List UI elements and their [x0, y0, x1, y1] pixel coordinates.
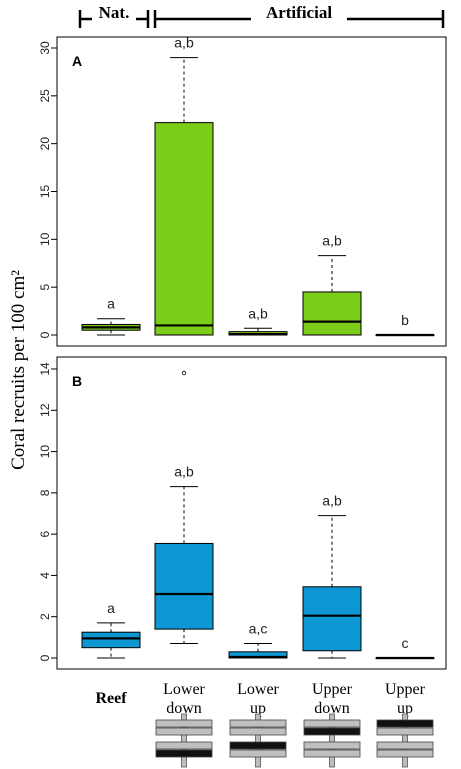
tile-icon-3 — [229, 713, 287, 768]
panel-a-y-tick-label: 30 — [38, 41, 52, 55]
group-header-labels-bg — [92, 4, 347, 24]
panel-a-significance: a a,b a,b a,b b — [107, 35, 409, 328]
panel-b-significance-label: a — [107, 600, 115, 616]
panel-b-label: B — [72, 373, 82, 389]
panel-a-box-4 — [302, 255, 362, 336]
panel-b-y-tick-label: 0 — [38, 654, 52, 661]
tile-post — [329, 713, 335, 768]
group-header-natural: Nat. — [99, 3, 130, 22]
tile-plate — [155, 719, 213, 728]
panel-b-y-tick-label: 10 — [38, 445, 52, 459]
tile-post — [181, 713, 187, 768]
panel-a-box-3 — [228, 327, 288, 336]
panel-a-significance-label: a,b — [248, 305, 268, 321]
tile-icons — [155, 713, 434, 768]
box-iqr — [154, 542, 214, 630]
panel-a-box-5 — [375, 333, 435, 337]
panel-b-y-tick-label: 6 — [38, 530, 52, 537]
panel-a-significance-label: a,b — [174, 35, 194, 51]
tile-plate — [376, 741, 434, 750]
box-iqr — [302, 291, 362, 336]
tile-plate — [303, 749, 361, 758]
tile-icon-4 — [303, 713, 361, 768]
tile-plate — [229, 727, 287, 736]
panel-a-label: A — [72, 53, 82, 69]
panel-a-boxes — [81, 57, 435, 337]
panel-a-y-tick-label: 0 — [38, 331, 52, 338]
panel-b-significance-label: a,c — [249, 621, 268, 637]
tile-plate — [376, 727, 434, 736]
tile-post — [402, 713, 408, 768]
panel-b-box-1 — [81, 622, 141, 659]
panel-a-y-tick-label: 5 — [38, 284, 52, 291]
panel-b-y-tick-label: 8 — [38, 489, 52, 496]
tile-plate — [376, 719, 434, 728]
category-label-line1: Upper — [385, 681, 426, 698]
panel-a-y-tick-label: 10 — [38, 232, 52, 246]
panel-a-significance-label: a — [107, 296, 115, 312]
tile-post — [255, 713, 261, 768]
panel-b-y-tick-label: 4 — [38, 572, 52, 579]
panel-b-y-tick-label: 12 — [38, 403, 52, 417]
tile-plate — [303, 719, 361, 728]
panel-a-significance-label: b — [401, 312, 409, 328]
tile-plate — [376, 749, 434, 758]
panel-a-y-axis: 0 5 10 15 20 25 30 — [38, 41, 57, 338]
panel-a-frame — [56, 36, 447, 347]
tile-plate — [229, 749, 287, 758]
category-label-line2: down — [314, 700, 350, 717]
panel-a-y-tick-label: 15 — [38, 185, 52, 199]
panel-b-significance-label: c — [402, 635, 409, 651]
box-iqr — [154, 122, 214, 336]
panel-a-y-tick-label: 20 — [38, 137, 52, 151]
x-axis-categories: Reef Lower down Lower up Upper down Upper up — [95, 681, 425, 717]
panel-b-y-axis: 0 2 4 6 8 10 12 14 — [38, 362, 57, 661]
category-label-line1: Lower — [237, 681, 279, 698]
panel-b-significance-label: a,b — [322, 493, 342, 509]
category-label-line1: Lower — [163, 681, 205, 698]
box-iqr — [302, 586, 362, 652]
category-label-line1: Upper — [312, 681, 353, 698]
tile-icon-5 — [376, 713, 434, 768]
panel-b-boxes — [81, 370, 435, 660]
panel-b-y-tick-label: 2 — [38, 613, 52, 620]
panel-b-frame — [56, 356, 447, 670]
tile-plate — [229, 741, 287, 750]
panel-b-box-2 — [154, 486, 214, 645]
panel-a-box-2 — [154, 57, 214, 336]
panel-a-box-1 — [81, 318, 141, 336]
panel-a: A 0 5 10 15 20 25 30 a a,b a,b a,b b — [38, 35, 447, 347]
tile-plate — [229, 719, 287, 728]
tile-plate — [155, 727, 213, 736]
tile-plate — [155, 741, 213, 750]
panel-b: B 0 2 4 6 8 10 12 14 a a,b a,c a,b c — [38, 356, 447, 670]
tile-icon-2 — [155, 713, 213, 768]
category-label-line2: up — [397, 700, 413, 717]
y-axis-label: Coral recruits per 100 cm² — [8, 270, 29, 470]
panel-a-significance-label: a,b — [322, 233, 342, 249]
category-label-line1: Reef — [95, 690, 127, 707]
panel-a-y-tick-label: 25 — [38, 89, 52, 103]
panel-b-significance-label: a,b — [174, 464, 194, 480]
box-iqr — [81, 631, 141, 649]
panel-b-y-tick-label: 14 — [38, 362, 52, 376]
panel-b-box-4 — [302, 515, 362, 659]
category-label-line2: up — [250, 700, 266, 717]
group-header-artificial: Artificial — [266, 3, 332, 22]
category-label-line2: down — [166, 700, 202, 717]
panel-b-outlier-point — [181, 370, 187, 376]
panel-b-box-3 — [228, 643, 288, 659]
tile-plate — [155, 749, 213, 758]
tile-plate — [303, 727, 361, 736]
panel-b-box-5 — [375, 656, 435, 660]
panel-b-significance: a a,b a,c a,b c — [107, 464, 408, 651]
tile-plate — [303, 741, 361, 750]
